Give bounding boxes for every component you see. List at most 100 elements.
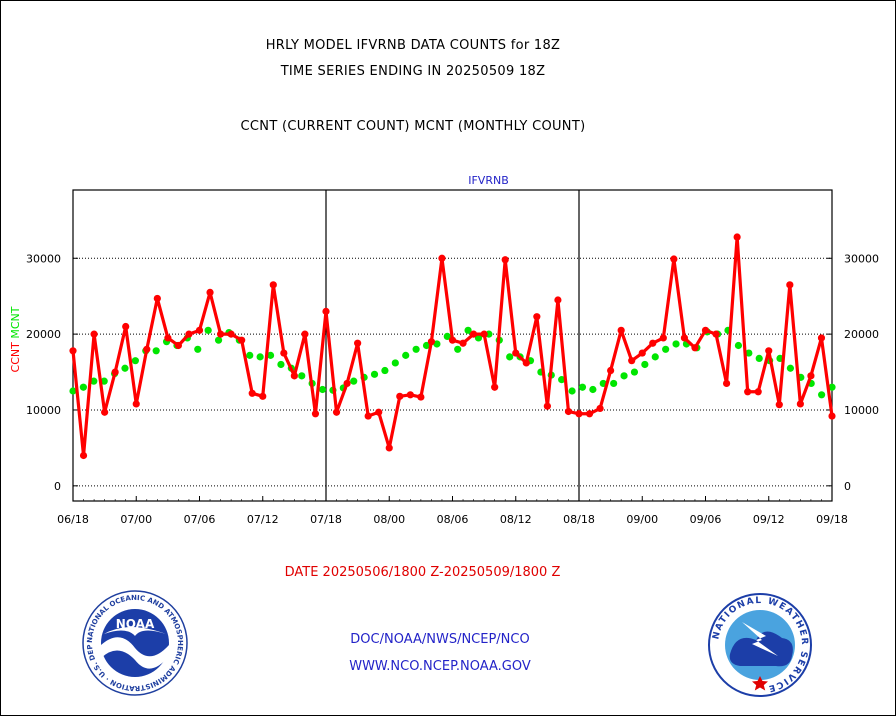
point-ccnt-15 — [227, 330, 235, 338]
point-mcnt-52 — [610, 379, 618, 388]
point-mcnt-22 — [298, 372, 306, 380]
point-mcnt-35 — [433, 340, 441, 348]
point-ccnt-49 — [585, 410, 594, 418]
point-ccnt-67 — [775, 401, 783, 409]
point-ccnt-7 — [143, 345, 151, 353]
header-line-2: TIME SERIES ENDING IN 20250509 18Z — [280, 64, 546, 79]
point-ccnt-52 — [617, 326, 625, 334]
point-mcnt-0 — [69, 387, 77, 395]
point-mcnt-12 — [194, 345, 202, 353]
point-ccnt-50 — [596, 404, 604, 413]
point-ccnt-59 — [691, 344, 699, 352]
y-tick-label-right-1: 10000 — [844, 404, 879, 417]
header-line-3: CCNT (CURRENT COUNT) MCNT (MONTHLY COUNT… — [240, 119, 586, 134]
point-mcnt-34 — [422, 341, 431, 350]
y-axis-label-ccnt: CCNT — [9, 342, 22, 373]
x-tick-label-3: 07/12 — [247, 513, 279, 526]
point-mcnt-56 — [651, 353, 659, 361]
point-ccnt-63 — [733, 233, 741, 241]
point-mcnt-54 — [630, 368, 639, 376]
x-tick-label-1: 07/00 — [120, 513, 152, 526]
point-mcnt-65 — [745, 349, 753, 357]
point-mcnt-58 — [672, 340, 680, 348]
website-label: WWW.NCO.NCEP.NOAA.GOV — [349, 659, 531, 674]
point-mcnt-8 — [152, 347, 160, 355]
point-mcnt-50 — [589, 385, 597, 394]
point-ccnt-11 — [185, 330, 193, 338]
y-tick-label-left-3: 30000 — [26, 252, 61, 265]
y-tick-label-right-3: 30000 — [844, 252, 879, 265]
x-tick-label-6: 08/06 — [437, 513, 469, 526]
point-mcnt-47 — [558, 376, 566, 384]
point-ccnt-26 — [343, 379, 351, 388]
point-ccnt-62 — [722, 379, 731, 388]
point-ccnt-40 — [491, 383, 499, 391]
point-ccnt-22 — [301, 330, 309, 338]
point-ccnt-46 — [554, 296, 562, 304]
point-ccnt-5 — [122, 322, 130, 331]
y-tick-label-left-1: 10000 — [26, 404, 61, 417]
chart-title: IFVRNB — [468, 174, 509, 187]
point-ccnt-23 — [311, 410, 320, 418]
point-ccnt-8 — [153, 294, 161, 303]
point-ccnt-30 — [385, 444, 393, 452]
point-ccnt-44 — [533, 313, 541, 321]
point-ccnt-1 — [79, 451, 88, 460]
point-ccnt-3 — [101, 408, 109, 416]
point-ccnt-32 — [406, 391, 414, 399]
y-tick-label-right-0: 0 — [844, 480, 851, 493]
point-mcnt-29 — [370, 370, 379, 378]
point-ccnt-60 — [701, 326, 710, 334]
point-ccnt-55 — [649, 339, 657, 347]
point-mcnt-18 — [256, 353, 264, 361]
point-ccnt-34 — [427, 338, 436, 346]
point-ccnt-68 — [786, 281, 794, 289]
point-ccnt-20 — [280, 349, 288, 357]
point-ccnt-19 — [269, 281, 277, 289]
y-axis-label-mcnt: MCNT — [9, 306, 22, 342]
y-axis-label: CCNT MCNT — [9, 306, 22, 372]
point-mcnt-73 — [828, 383, 836, 391]
x-tick-label-10: 09/06 — [690, 513, 722, 526]
point-mcnt-38 — [464, 326, 472, 334]
point-ccnt-4 — [111, 368, 119, 376]
point-ccnt-0 — [69, 347, 77, 355]
point-mcnt-33 — [412, 345, 420, 353]
point-ccnt-13 — [206, 288, 214, 297]
point-ccnt-41 — [501, 256, 509, 264]
point-mcnt-14 — [214, 336, 223, 344]
point-mcnt-30 — [381, 366, 389, 375]
org-label: DOC/NOAA/NWS/NCEP/NCO — [350, 632, 530, 647]
point-mcnt-5 — [121, 364, 129, 372]
point-mcnt-20 — [277, 360, 285, 369]
date-range-label: DATE 20250506/1800 Z-20250509/1800 Z — [284, 565, 561, 580]
x-tick-label-11: 09/12 — [753, 513, 785, 526]
point-ccnt-10 — [174, 341, 183, 350]
y-tick-label-left-2: 20000 — [26, 328, 61, 341]
x-tick-label-12: 09/18 — [816, 513, 848, 526]
point-ccnt-25 — [332, 408, 341, 416]
point-ccnt-66 — [765, 347, 773, 355]
point-ccnt-61 — [712, 330, 720, 338]
point-ccnt-64 — [744, 388, 752, 396]
point-ccnt-48 — [575, 410, 583, 418]
point-ccnt-47 — [564, 407, 573, 416]
y-tick-label-right-2: 20000 — [844, 328, 879, 341]
x-tick-label-4: 07/18 — [310, 513, 342, 526]
point-mcnt-17 — [246, 351, 254, 359]
point-ccnt-43 — [522, 359, 530, 367]
point-ccnt-53 — [628, 357, 636, 365]
point-mcnt-64 — [734, 341, 743, 350]
point-mcnt-3 — [100, 377, 108, 385]
point-mcnt-69 — [786, 364, 795, 372]
point-ccnt-36 — [448, 336, 457, 344]
point-mcnt-2 — [90, 377, 98, 385]
point-ccnt-12 — [195, 326, 204, 334]
point-ccnt-71 — [817, 334, 826, 342]
series-line-ccnt — [71, 235, 834, 458]
point-ccnt-45 — [543, 402, 551, 410]
point-mcnt-72 — [818, 391, 826, 399]
point-mcnt-19 — [266, 351, 275, 359]
point-ccnt-6 — [132, 400, 140, 408]
